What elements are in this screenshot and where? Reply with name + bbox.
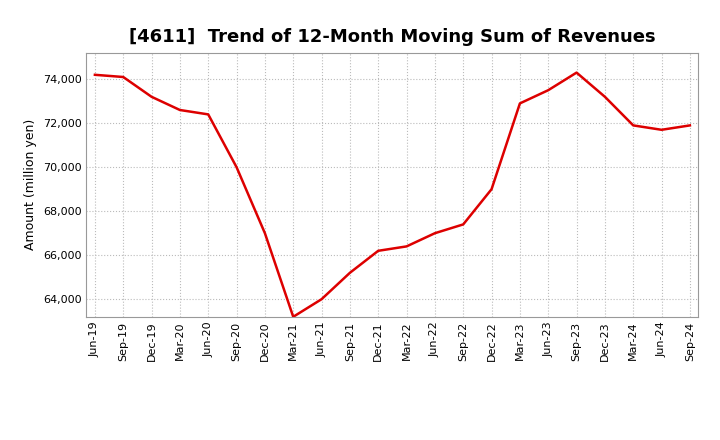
Y-axis label: Amount (million yen): Amount (million yen) — [24, 119, 37, 250]
Title: [4611]  Trend of 12-Month Moving Sum of Revenues: [4611] Trend of 12-Month Moving Sum of R… — [129, 28, 656, 46]
